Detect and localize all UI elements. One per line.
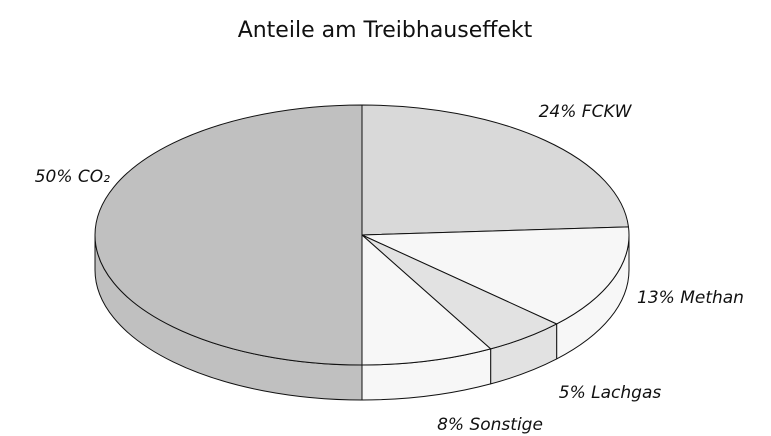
value-label: 50%: [35, 167, 73, 187]
slice-label: 8% Sonstige: [437, 415, 543, 435]
value-label: 5%: [559, 383, 586, 403]
category-label: CO₂: [78, 167, 110, 187]
slice-label: 24% FCKW: [539, 102, 633, 122]
value-label: 24%: [539, 102, 577, 122]
slice-label: 5% Lachgas: [559, 383, 662, 403]
category-label: FCKW: [582, 102, 633, 122]
category-label: Sonstige: [469, 415, 542, 435]
category-label: Lachgas: [591, 383, 661, 403]
slice: [361, 226, 630, 325]
slice-label: 13% Methan: [637, 288, 744, 308]
chart-title: Anteile am Treibhauseffekt: [238, 18, 533, 43]
value-label: 8%: [437, 415, 464, 435]
slice: [361, 104, 629, 236]
slice: [361, 234, 492, 366]
category-label: Methan: [680, 288, 744, 308]
slice-label: 50% CO₂: [35, 167, 110, 187]
slice: [94, 104, 363, 366]
value-label: 13%: [637, 288, 675, 308]
